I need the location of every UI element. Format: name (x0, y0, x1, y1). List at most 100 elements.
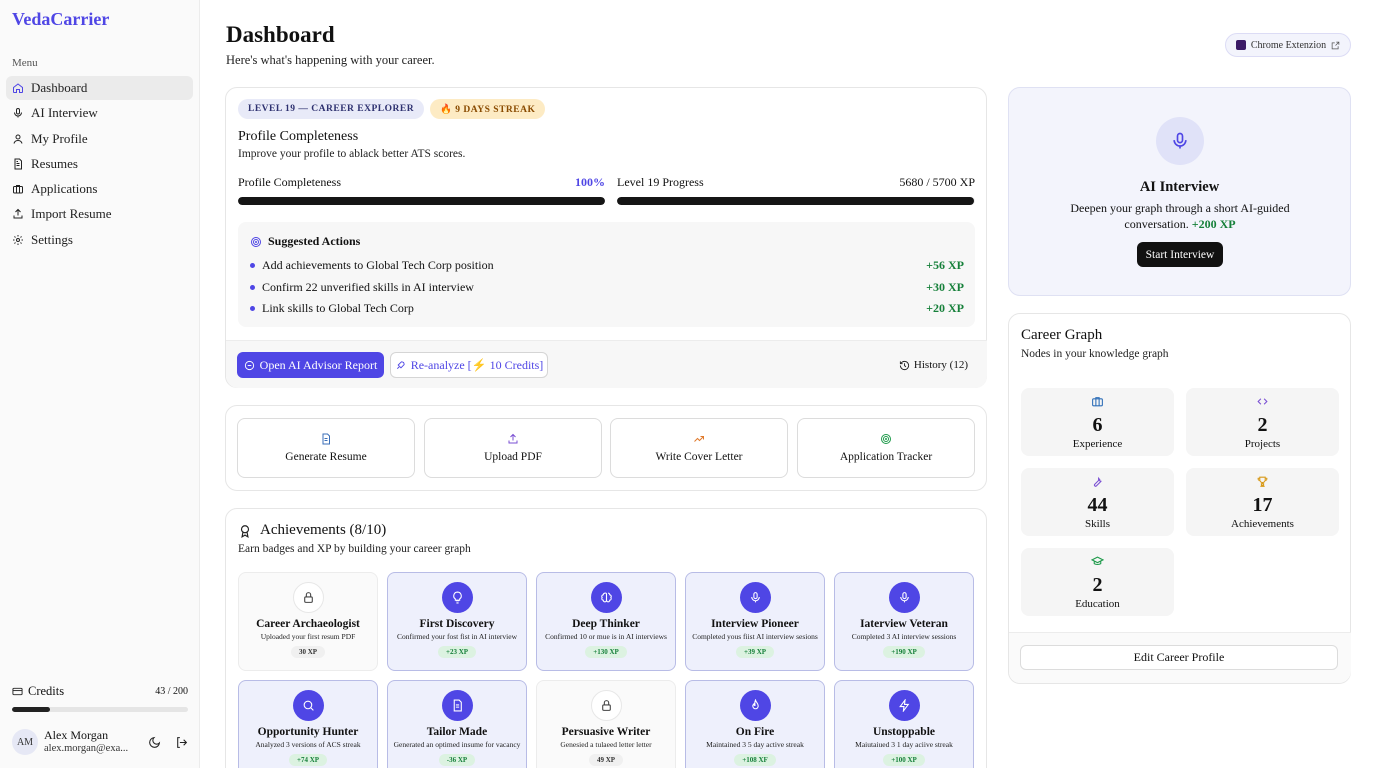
sidebar-nav: Dashboard AI Interview My Profile Resume… (6, 76, 193, 253)
profile-completeness-progress: Profile Completeness 100% (238, 175, 605, 205)
achievement-name: First Discovery (419, 618, 495, 630)
achievement-persuasive-writer[interactable]: Persuasive Writer Genesied a tulaeed let… (536, 680, 676, 768)
stat-number: 17 (1252, 494, 1273, 516)
achievement-deep-thinker[interactable]: Deep Thinker Confirmed 10 or mue is in A… (536, 572, 676, 671)
document-icon (322, 433, 330, 445)
career-graph-subtitle: Nodes in your knowledge graph (1021, 348, 1169, 360)
suggestion-text: Add achievements to Global Tech Corp pos… (262, 258, 494, 273)
achievement-xp: +190 XP (883, 646, 925, 658)
progress-fill (238, 197, 605, 205)
bolt-icon (898, 699, 909, 712)
sidebar-item-resumes[interactable]: Resumes (6, 152, 193, 176)
quick-actions-card: Generate Resume Upload PDF Write Cover L… (225, 405, 987, 491)
suggestion-text: Confirm 22 unverified skills in AI inter… (262, 279, 474, 294)
list-item[interactable]: Add achievements to Global Tech Corp pos… (250, 255, 964, 277)
achievement-desc: Maintained 3 5 day active streak (706, 740, 804, 749)
achievement-desc: Analyzed 3 versions of ACS streak (255, 740, 361, 749)
list-item[interactable]: Link skills to Global Tech Corp +20 XP (250, 298, 964, 320)
achievement-name: On Fire (735, 726, 775, 738)
achievement-interview-veteran[interactable]: Iaterview Veteran Completed 3 AI intervi… (834, 572, 974, 671)
award-icon (240, 524, 250, 538)
achievement-desc: Uploaded your first resum PDF (260, 632, 356, 641)
stat-label: Education (1075, 598, 1120, 610)
achievement-career-archaeologist[interactable]: Career Archaeologist Uploaded your first… (238, 572, 378, 671)
quick-action-label: Generate Resume (285, 451, 367, 463)
trophy-icon (1257, 476, 1268, 487)
sidebar-item-label: Resumes (31, 155, 78, 171)
achievement-xp: 30 XP (290, 646, 326, 658)
list-item[interactable]: Confirm 22 unverified skills in AI inter… (250, 277, 964, 299)
achievement-unstoppable[interactable]: Unstoppable Maiutaiued 3 1 day aciive st… (834, 680, 974, 768)
flame-icon (751, 699, 759, 710)
open-ai-advisor-button[interactable]: Open AI Advisor Report (237, 352, 384, 378)
document-icon (14, 158, 22, 170)
achievements-subtitle: Earn badges and XP by building your care… (238, 543, 471, 555)
bullet (250, 306, 255, 312)
achievement-xp: -36 XP (438, 754, 476, 766)
start-interview-button[interactable]: Start Interview (1137, 242, 1223, 267)
chrome-extension-button[interactable]: Chrome Extenzion (1225, 33, 1351, 57)
ai-interview-desc: Deepen your graph through a short AI-gui… (1049, 201, 1311, 232)
sidebar-item-dashboard[interactable]: Dashboard (6, 76, 193, 100)
achievement-opportunity-hunter[interactable]: Opportunity Hunter Analyzed 3 versions o… (238, 680, 378, 768)
sidebar-item-settings[interactable]: Settings (6, 228, 193, 252)
achievement-xp: +74 XP (288, 754, 328, 766)
stat-education[interactable]: 2 Education (1021, 548, 1174, 616)
sidebar-item-my-profile[interactable]: My Profile (6, 127, 193, 151)
profile-completeness-card: LEVEL 19 — CAREER EXPLORER 🔥 9 DAYS STRE… (225, 87, 987, 388)
logout-icon[interactable] (175, 736, 188, 749)
achievement-interview-pioneer[interactable]: Interview Pioneer Completed yous fiist A… (685, 572, 825, 671)
moon-icon[interactable] (148, 736, 161, 749)
mic-icon (1173, 132, 1187, 149)
achievement-first-discovery[interactable]: First Discovery Confirmed your fost fist… (387, 572, 527, 671)
suggested-actions-title: Suggested Actions (268, 234, 361, 248)
rocket-icon (396, 360, 405, 369)
user-profile: AM Alex Morgan alex.morgan@exa... (12, 728, 188, 755)
document-icon (453, 699, 462, 712)
mic-icon (750, 592, 760, 603)
stat-skills[interactable]: 44 Skills (1021, 468, 1174, 536)
edit-career-profile-button[interactable]: Edit Career Profile (1020, 645, 1338, 670)
mic-badge (1156, 117, 1204, 165)
achievement-desc: Genesied a tulaeed letter letter (560, 740, 652, 749)
progress-label: Profile Completeness (238, 175, 341, 189)
progress-value: 100% (575, 175, 605, 189)
target-icon (881, 434, 891, 444)
generate-resume-button[interactable]: Generate Resume (237, 418, 415, 478)
stat-experience[interactable]: 6 Experience (1021, 388, 1174, 456)
achievement-xp: +130 XP (585, 646, 627, 658)
stat-achievements[interactable]: 17 Achievements (1186, 468, 1339, 536)
suggestion-xp: +20 XP (926, 301, 964, 316)
write-cover-letter-button[interactable]: Write Cover Letter (610, 418, 788, 478)
sidebar-item-applications[interactable]: Applications (6, 177, 193, 201)
achievement-tailor-made[interactable]: Tailor Made Generated an optimed insume … (387, 680, 527, 768)
stat-label: Skills (1084, 518, 1111, 530)
extension-icon (1235, 40, 1246, 50)
credits-panel: Credits 43 / 200 (12, 684, 188, 712)
avatar[interactable]: AM (12, 729, 38, 755)
history-button[interactable]: History (12) (899, 359, 968, 371)
upload-pdf-button[interactable]: Upload PDF (424, 418, 602, 478)
achievement-desc: Generated an optimed insume for vacancy (393, 740, 521, 749)
stat-projects[interactable]: 2 Projects (1186, 388, 1339, 456)
external-link-icon (1331, 41, 1340, 49)
application-tracker-button[interactable]: Application Tracker (797, 418, 975, 478)
career-graph-title: Career Graph (1021, 327, 1103, 343)
bullet (250, 284, 255, 290)
quick-action-label: Application Tracker (839, 451, 933, 463)
stat-number: 6 (1092, 414, 1103, 436)
mic-icon (899, 592, 909, 603)
streak-badge: 🔥 9 DAYS STREAK (430, 99, 546, 119)
ai-interview-card: AI Interview Deepen your graph through a… (1008, 87, 1351, 296)
achievement-on-fire[interactable]: On Fire Maintained 3 5 day active streak… (685, 680, 825, 768)
sidebar-item-ai-interview[interactable]: AI Interview (6, 101, 193, 125)
sidebar-item-import-resume[interactable]: Import Resume (6, 202, 193, 226)
reanalyze-button[interactable]: Re-analyze [⚡ 10 Credits] (390, 352, 548, 378)
briefcase-icon (13, 185, 23, 194)
menu-label: Menu (12, 57, 38, 69)
stat-number: 2 (1257, 414, 1268, 436)
progress-value: 5680 / 5700 XP (899, 175, 975, 189)
achievement-xp: +23 XP (437, 646, 477, 658)
brand-logo[interactable]: VedaCarrier (12, 9, 110, 29)
achievement-name: Unstoppable (873, 726, 935, 738)
